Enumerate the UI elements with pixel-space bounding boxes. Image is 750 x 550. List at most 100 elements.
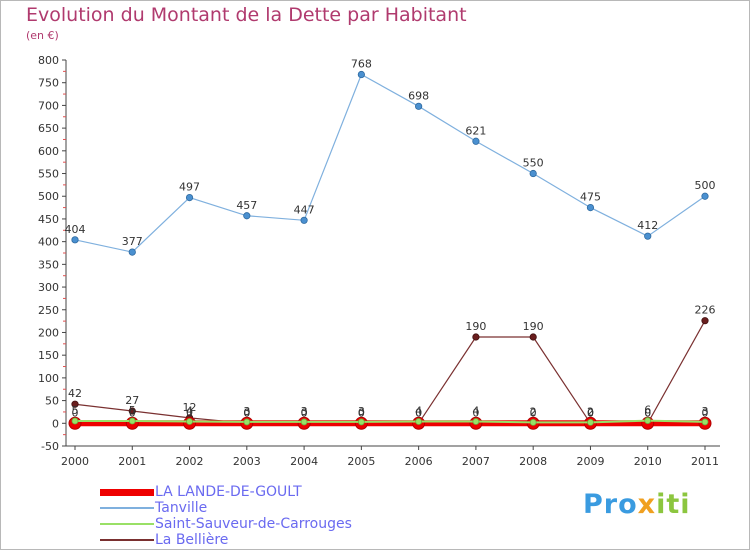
data-label: 3 xyxy=(243,405,250,418)
data-point xyxy=(243,212,251,220)
series-line xyxy=(74,320,706,424)
legend: LA LANDE-DE-GOULT Tanville Saint-Sauveur… xyxy=(100,484,400,548)
data-point xyxy=(243,418,251,426)
data-label: 0 xyxy=(186,406,193,419)
x-tick-label: 2010 xyxy=(634,455,662,468)
logo-part-pro: Pro xyxy=(583,489,638,520)
data-label: 4 xyxy=(186,404,193,417)
data-point xyxy=(415,102,423,110)
data-label: 3 xyxy=(301,405,308,418)
chart-title: Evolution du Montant de la Dette par Hab… xyxy=(26,4,467,26)
data-label: 226 xyxy=(695,304,716,317)
data-label: 768 xyxy=(351,58,372,71)
data-label: 190 xyxy=(465,320,486,333)
data-label: 412 xyxy=(637,219,658,232)
data-label: 3 xyxy=(358,405,365,418)
legend-item-la-belliere: La Bellière xyxy=(100,532,400,548)
data-point xyxy=(472,137,480,145)
x-tick-label: 2002 xyxy=(176,455,204,468)
data-point xyxy=(415,418,423,425)
data-label: 457 xyxy=(236,199,257,212)
data-point xyxy=(644,417,652,424)
y-tick-label: 700 xyxy=(38,99,59,112)
data-label: 0 xyxy=(301,406,308,419)
y-tick-label: -50 xyxy=(41,440,59,453)
data-label: 3 xyxy=(702,405,709,418)
y-tick-label: 250 xyxy=(38,304,59,317)
legend-item-saint-sauveur: Saint-Sauveur-de-Carrouges xyxy=(100,516,400,532)
data-point xyxy=(472,333,480,341)
data-label: 0 xyxy=(129,406,136,419)
data-label: 0 xyxy=(358,406,365,419)
x-tick-label: 2003 xyxy=(233,455,261,468)
data-point xyxy=(71,400,79,408)
data-label: 2 xyxy=(530,405,537,418)
data-label: 698 xyxy=(408,89,429,102)
data-label: 0 xyxy=(415,406,422,419)
legend-label: Saint-Sauveur-de-Carrouges xyxy=(155,516,352,532)
logo-part-iti: iti xyxy=(656,489,691,520)
data-label: 0 xyxy=(644,406,651,419)
y-tick-label: 50 xyxy=(45,395,59,408)
data-label: 447 xyxy=(294,203,315,216)
legend-swatch-saint-sauveur xyxy=(100,523,154,525)
x-tick-label: 2001 xyxy=(118,455,146,468)
x-tick-label: 2011 xyxy=(691,455,719,468)
data-label: 377 xyxy=(122,235,143,248)
legend-label: Tanville xyxy=(155,500,208,516)
data-label: 190 xyxy=(523,320,544,333)
data-label: 6 xyxy=(644,404,651,417)
y-tick-label: 100 xyxy=(38,372,59,385)
data-label: 27 xyxy=(125,394,139,407)
legend-label: La Bellière xyxy=(155,532,229,548)
data-label: 0 xyxy=(702,406,709,419)
y-tick-label: 600 xyxy=(38,145,59,158)
x-tick-label: 2009 xyxy=(576,455,604,468)
x-tick-label: 2005 xyxy=(347,455,375,468)
data-point xyxy=(128,407,136,415)
y-tick-label: 500 xyxy=(38,190,59,203)
data-point xyxy=(587,418,594,426)
data-label: 0 xyxy=(301,406,308,419)
data-label: 4 xyxy=(472,404,479,417)
x-tick-label: 2007 xyxy=(462,455,490,468)
data-point xyxy=(701,317,709,325)
data-label: 0 xyxy=(72,406,79,419)
x-tick-label: 2006 xyxy=(405,455,433,468)
data-label: 0 xyxy=(644,406,651,419)
legend-item-la-lande-de-goult: LA LANDE-DE-GOULT xyxy=(100,484,400,500)
y-tick-label: 650 xyxy=(38,122,59,135)
data-point xyxy=(357,418,365,426)
y-tick-label: 750 xyxy=(38,77,59,90)
data-label: 42 xyxy=(68,387,82,400)
logo-part-x: x xyxy=(637,489,657,520)
data-point xyxy=(300,216,308,224)
data-point xyxy=(357,70,365,79)
data-label: 0 xyxy=(415,406,422,419)
y-tick-label: 300 xyxy=(38,281,59,294)
data-point xyxy=(529,418,537,426)
data-label: 550 xyxy=(523,157,544,170)
data-label: 475 xyxy=(580,191,601,204)
data-label: 0 xyxy=(587,406,594,419)
data-point xyxy=(701,192,709,200)
data-label: 500 xyxy=(695,179,716,192)
data-label: 0 xyxy=(587,406,594,419)
data-label: 0 xyxy=(243,406,250,419)
data-point xyxy=(186,418,193,425)
data-point xyxy=(71,236,79,244)
data-point xyxy=(185,193,194,202)
legend-label: LA LANDE-DE-GOULT xyxy=(155,484,302,500)
y-tick-label: 0 xyxy=(52,417,59,430)
data-point xyxy=(128,248,136,256)
data-label: 497 xyxy=(179,181,200,194)
data-label: 0 xyxy=(530,406,537,419)
x-tick-label: 2004 xyxy=(290,455,318,468)
legend-swatch-tanville xyxy=(100,507,154,509)
x-tick-label: 2008 xyxy=(519,455,547,468)
data-label: 4 xyxy=(415,404,422,417)
x-tick-label: 2000 xyxy=(61,455,89,468)
legend-item-tanville: Tanville xyxy=(100,500,400,516)
